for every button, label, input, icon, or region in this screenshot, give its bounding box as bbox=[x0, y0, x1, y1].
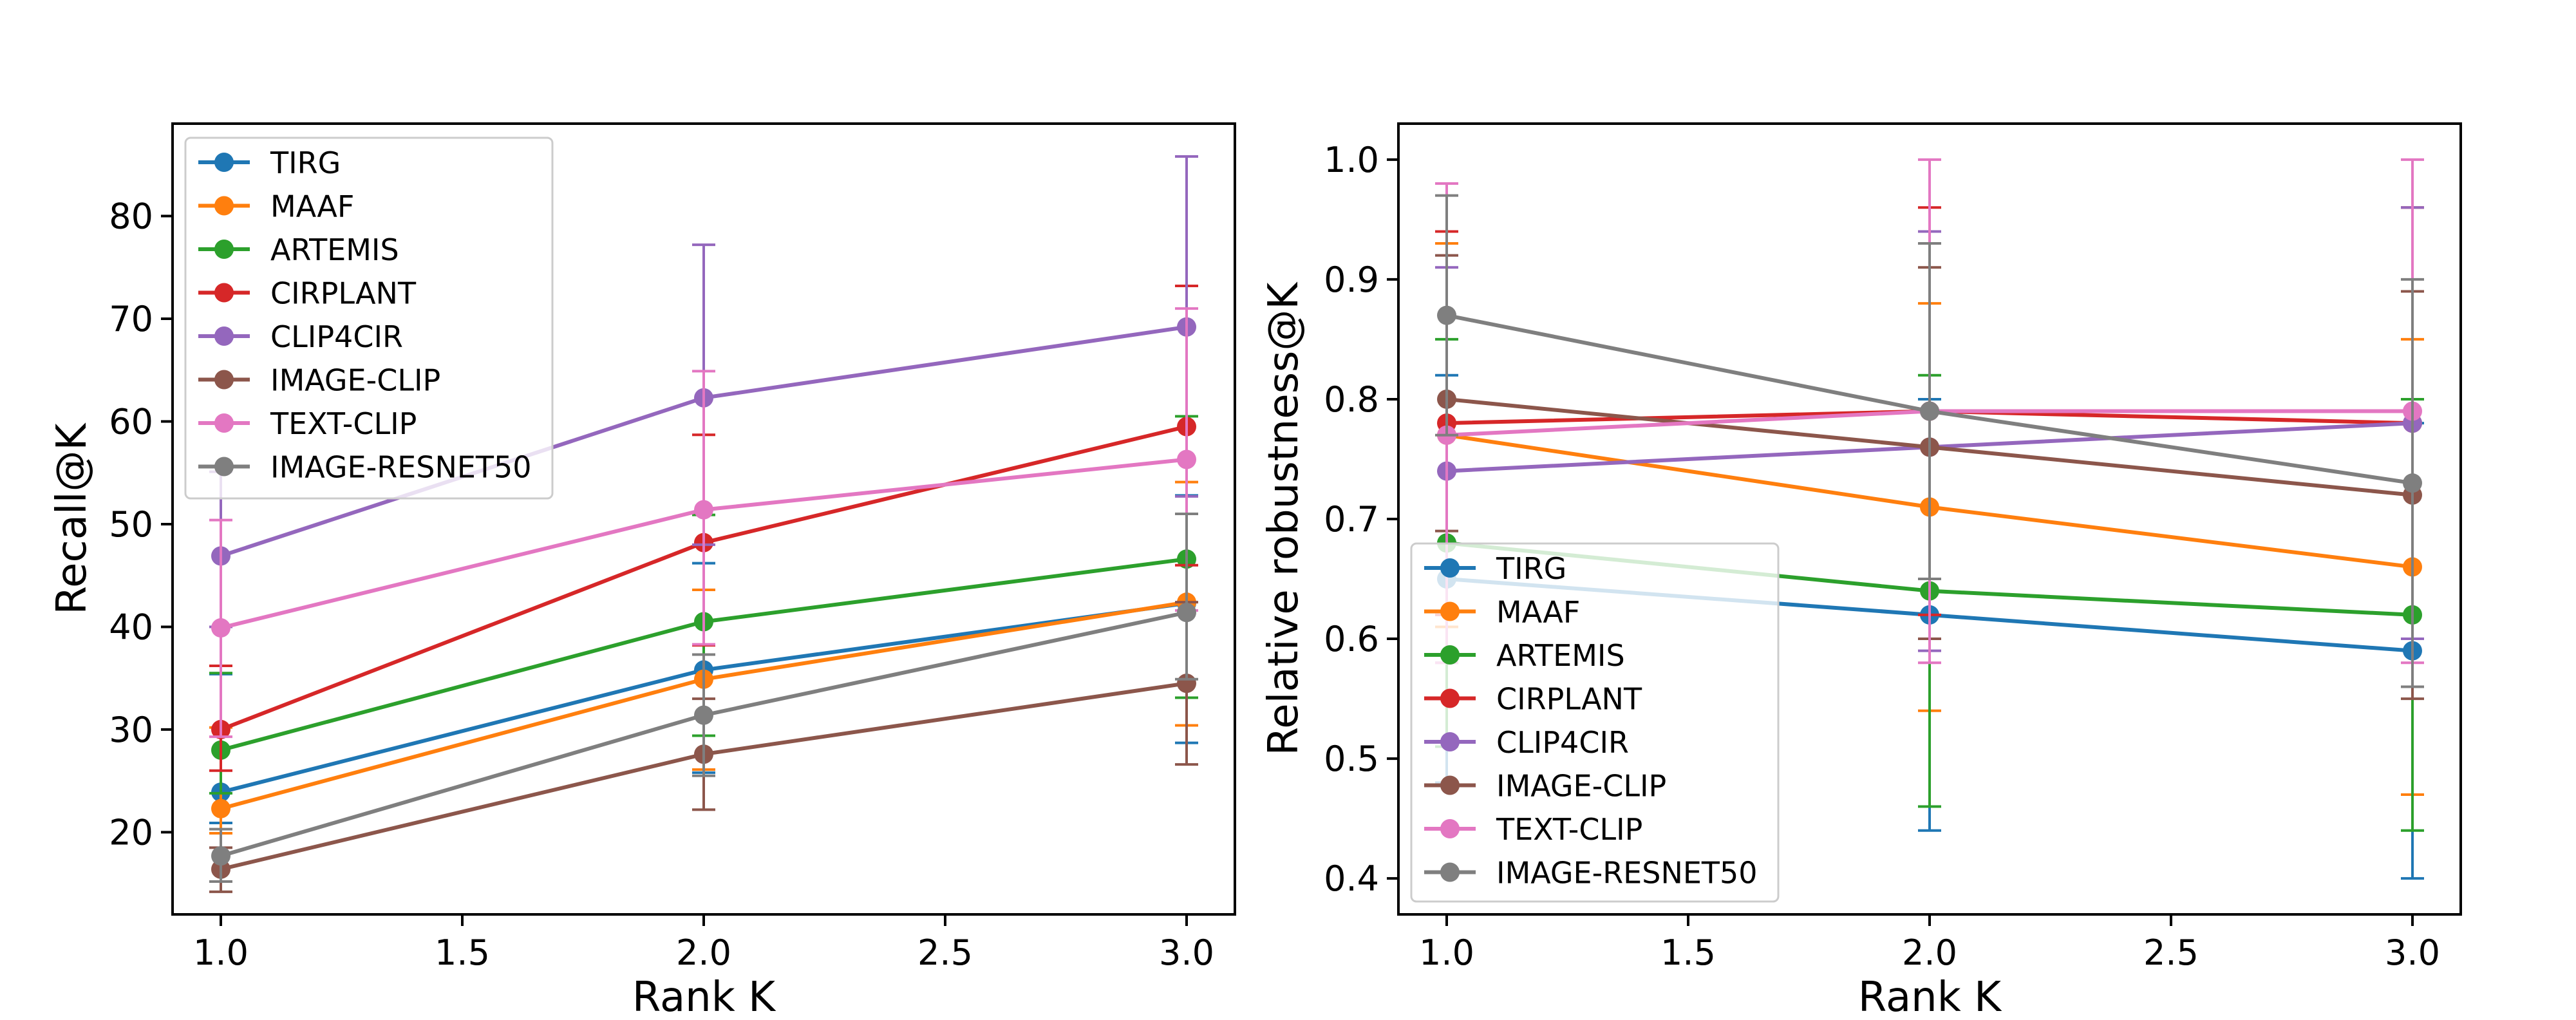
robustness-x-tick-label: 1.5 bbox=[1660, 932, 1716, 973]
recall-y-tick-label: 20 bbox=[109, 812, 153, 853]
recall-legend: TIRG MAAF ARTEMIS CIRPLANT CLIP4CIR IMAGE-CLI… bbox=[184, 137, 554, 500]
robustness-legend-marker bbox=[1440, 645, 1460, 665]
robustness-y-tick-label: 0.4 bbox=[1324, 858, 1379, 899]
robustness-legend-item-tirg: TIRG bbox=[1424, 551, 1566, 586]
recall-series-image-resnet50 bbox=[209, 513, 1198, 883]
recall-y-tick-label: 70 bbox=[109, 299, 153, 339]
recall-axis-ticks: 1.0 1.5 2.0 2.5 3.0 20 30 40 50 60 70 80 bbox=[109, 196, 1214, 973]
recall-legend-marker bbox=[214, 240, 234, 259]
recall-x-tick-label: 2.5 bbox=[917, 932, 973, 973]
robustness-legend-label: MAAF bbox=[1496, 595, 1580, 630]
recall-y-tick-label: 30 bbox=[109, 710, 153, 750]
recall-legend-marker bbox=[214, 196, 234, 216]
robustness-legend-label: IMAGE-CLIP bbox=[1496, 769, 1666, 804]
robustness-x-tick-label: 2.0 bbox=[1902, 932, 1957, 973]
recall-legend-marker bbox=[214, 370, 234, 390]
robustness-legend-item-text-clip: TEXT-CLIP bbox=[1424, 812, 1642, 847]
recall-legend-label: IMAGE-CLIP bbox=[270, 363, 440, 398]
recall-legend-marker bbox=[214, 413, 234, 433]
recall-legend-item-artemis: ARTEMIS bbox=[198, 232, 399, 267]
recall-legend-label: TIRG bbox=[270, 146, 341, 180]
robustness-legend: TIRG MAAF ARTEMIS CIRPLANT CLIP4CIR IMAGE-CLI… bbox=[1410, 542, 1780, 903]
recall-x-tick-label: 1.0 bbox=[193, 932, 249, 973]
robustness-y-tick-label: 0.9 bbox=[1324, 260, 1379, 300]
robustness-legend-label: IMAGE-RESNET50 bbox=[1496, 856, 1758, 891]
robustness-legend-marker bbox=[1440, 819, 1460, 838]
recall-y-axis-label: Recall@K bbox=[48, 422, 96, 615]
robustness-chart: 1.0 1.5 2.0 2.5 3.0 0.4 0.5 0.6 0.7 0.8 0.9 1.0 Ran… bbox=[1260, 122, 2462, 1020]
recall-data-point bbox=[1177, 603, 1196, 623]
recall-legend-item-image-resnet50: IMAGE-RESNET50 bbox=[198, 450, 532, 485]
recall-legend-marker bbox=[214, 326, 234, 346]
recall-legend-marker bbox=[214, 153, 234, 172]
robustness-legend-item-artemis: ARTEMIS bbox=[1424, 638, 1625, 673]
robustness-legend-marker bbox=[1440, 558, 1460, 578]
recall-legend-label: MAAF bbox=[270, 189, 354, 224]
robustness-x-axis-label: Rank K bbox=[1858, 974, 2002, 1020]
robustness-legend-label: CLIP4CIR bbox=[1496, 725, 1629, 760]
robustness-legend-box bbox=[1410, 542, 1780, 903]
robustness-data-point bbox=[2403, 473, 2422, 493]
robustness-legend-item-image-clip: IMAGE-CLIP bbox=[1424, 769, 1666, 804]
recall-legend-label: CLIP4CIR bbox=[270, 319, 403, 354]
robustness-legend-marker bbox=[1440, 775, 1460, 795]
robustness-legend-label: TEXT-CLIP bbox=[1496, 812, 1642, 847]
robustness-legend-marker bbox=[1440, 862, 1460, 882]
robustness-y-tick-label: 1.0 bbox=[1324, 140, 1379, 180]
robustness-series-image-resnet50 bbox=[1435, 194, 2424, 688]
recall-legend-item-text-clip: TEXT-CLIP bbox=[198, 406, 417, 441]
recall-legend-item-clip4cir: CLIP4CIR bbox=[198, 319, 403, 354]
robustness-legend-item-maaf: MAAF bbox=[1424, 595, 1580, 630]
recall-chart: 1.0 1.5 2.0 2.5 3.0 20 30 40 50 60 70 80 Rank K Rec… bbox=[48, 122, 1236, 1020]
recall-data-point bbox=[211, 618, 230, 638]
robustness-legend-item-cirplant: CIRPLANT bbox=[1424, 682, 1642, 717]
robustness-legend-marker bbox=[1440, 601, 1460, 621]
recall-data-point bbox=[1177, 449, 1196, 469]
recall-legend-label: IMAGE-RESNET50 bbox=[270, 450, 532, 485]
robustness-y-tick-label: 0.6 bbox=[1324, 619, 1379, 659]
robustness-legend-label: ARTEMIS bbox=[1496, 638, 1625, 673]
recall-x-tick-label: 3.0 bbox=[1159, 932, 1214, 973]
recall-legend-item-image-clip: IMAGE-CLIP bbox=[198, 363, 440, 398]
robustness-y-tick-label: 0.8 bbox=[1324, 379, 1379, 420]
robustness-x-tick-label: 2.5 bbox=[2143, 932, 2199, 973]
recall-y-tick-label: 40 bbox=[109, 607, 153, 647]
recall-legend-box bbox=[184, 137, 554, 500]
recall-legend-marker bbox=[214, 457, 234, 477]
robustness-legend-item-clip4cir: CLIP4CIR bbox=[1424, 725, 1629, 760]
recall-x-tick-label: 1.5 bbox=[435, 932, 490, 973]
recall-legend-marker bbox=[214, 283, 234, 303]
recall-data-point bbox=[694, 500, 713, 520]
recall-x-tick-label: 2.0 bbox=[676, 932, 731, 973]
robustness-data-point bbox=[1437, 305, 1456, 325]
recall-legend-item-cirplant: CIRPLANT bbox=[198, 276, 417, 311]
robustness-x-tick-label: 1.0 bbox=[1419, 932, 1474, 973]
recall-plot-marks bbox=[209, 155, 1198, 893]
recall-x-axis-label: Rank K bbox=[632, 974, 776, 1020]
recall-legend-label: CIRPLANT bbox=[270, 276, 417, 311]
recall-data-point bbox=[694, 705, 713, 725]
robustness-legend-label: CIRPLANT bbox=[1496, 682, 1642, 717]
recall-legend-label: ARTEMIS bbox=[270, 232, 399, 267]
robustness-y-tick-label: 0.7 bbox=[1324, 499, 1379, 540]
recall-legend-item-tirg: TIRG bbox=[198, 146, 341, 180]
recall-y-tick-label: 60 bbox=[109, 401, 153, 442]
robustness-x-tick-label: 3.0 bbox=[2385, 932, 2440, 973]
robustness-y-tick-label: 0.5 bbox=[1324, 739, 1379, 779]
recall-data-point bbox=[211, 798, 230, 818]
robustness-data-point bbox=[1920, 401, 1939, 421]
recall-legend-label: TEXT-CLIP bbox=[270, 406, 417, 441]
recall-legend-item-maaf: MAAF bbox=[198, 189, 354, 224]
robustness-legend-marker bbox=[1440, 732, 1460, 751]
recall-data-point bbox=[211, 846, 230, 866]
robustness-legend-label: TIRG bbox=[1496, 551, 1566, 586]
robustness-axis-ticks: 1.0 1.5 2.0 2.5 3.0 0.4 0.5 0.6 0.7 0.8 0.9 1.0 bbox=[1324, 140, 2440, 973]
robustness-y-axis-label: Relative robustness@K bbox=[1260, 281, 1308, 756]
robustness-legend-item-image-resnet50: IMAGE-RESNET50 bbox=[1424, 856, 1758, 891]
robustness-legend-marker bbox=[1440, 688, 1460, 708]
recall-y-tick-label: 50 bbox=[109, 504, 153, 545]
recall-y-tick-label: 80 bbox=[109, 196, 153, 237]
